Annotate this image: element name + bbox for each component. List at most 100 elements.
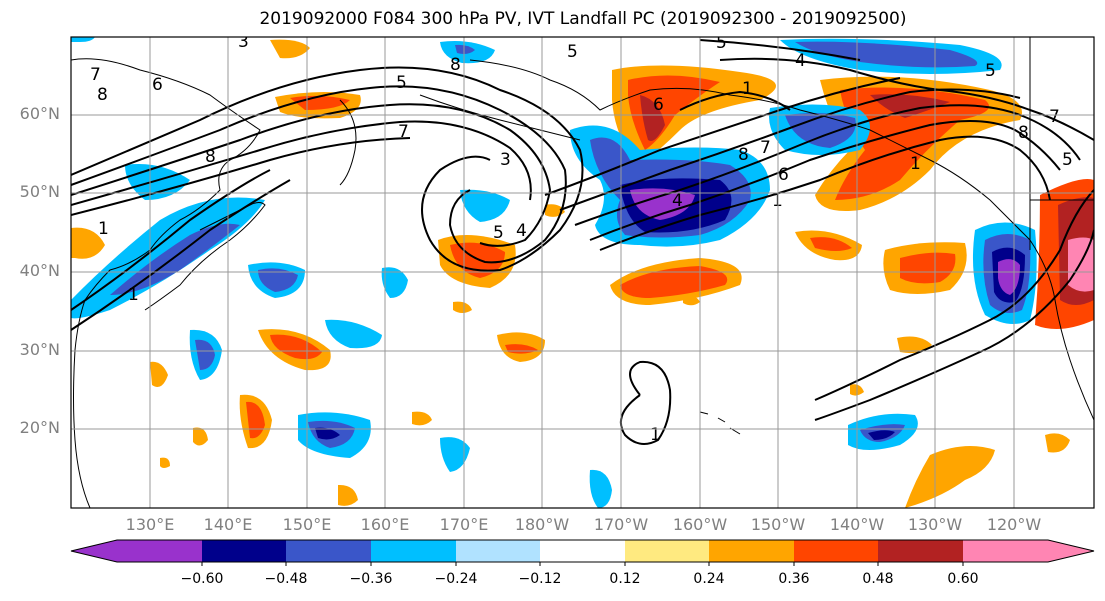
anomaly-blob [785,113,856,148]
contour-label: 5 [396,73,407,93]
contour-label: 8 [1018,123,1029,143]
colorbar-swatch [286,540,371,562]
colorbar-swatch [371,540,456,562]
lon-label: 130°W [907,515,963,534]
lat-label-50n: 50°N [19,182,60,201]
contour-label: 6 [778,165,789,185]
contour-label: 7 [90,65,101,85]
contour-label: 4 [672,191,683,211]
colorbar-swatch [456,540,540,562]
contour-label: 5 [493,223,504,243]
anomaly-blob [71,227,105,259]
contour-label: 8 [738,145,749,165]
anomaly-blob [193,427,208,446]
contour-line [71,120,532,206]
canada-inland-border [1029,37,1094,250]
lat-label-20n: 20°N [19,418,60,437]
anomaly-blob [460,189,510,222]
anomaly-blob [258,268,298,292]
colorbar-swatch [963,540,1048,562]
colorbar-outline [70,539,1095,563]
colorbar-swatch [117,540,202,562]
lon-label: 140°E [203,515,253,534]
graticule [71,37,1094,508]
contour-line [71,137,411,216]
colorbar-tick-label: −0.24 [434,571,478,587]
contour-line [71,169,271,311]
hawaii-islands [699,411,741,435]
anomaly-blob [270,39,310,59]
anomaly-blob [905,446,995,508]
contour-label: 8 [97,85,108,105]
anomaly-blob [640,95,665,141]
alaska-coastline [469,59,1094,421]
contour-label: 8 [205,147,216,167]
contour-label: 4 [516,221,527,241]
contour-label: 6 [152,75,163,95]
anomaly-blob [630,188,695,220]
anomaly-blob [900,252,956,284]
anomaly-blob [110,223,240,295]
lon-label: 140°W [829,515,885,534]
contour-label: 1 [772,191,783,211]
colorbar-tick-label: −0.36 [349,571,393,587]
contour-label: 3 [238,32,249,52]
contour-label: 4 [795,51,806,71]
colorbar-swatch [878,540,963,562]
contour-label: 5 [1062,150,1073,170]
positive-anomaly-regions [71,39,1094,508]
lon-label: 180°W [514,515,570,534]
lat-label-60n: 60°N [19,104,60,123]
negative-anomaly-regions [71,37,1037,508]
contour-line [71,66,584,272]
colorbar-swatch [540,540,625,562]
contour-label: 1 [910,154,921,174]
anomaly-blob [440,437,470,472]
map-title: 2019092000 F084 300 hPa PV, IVT Landfall… [259,9,907,29]
lon-label: 160°E [360,515,410,534]
colorbar-swatch [794,540,878,562]
colorbar [70,539,1095,566]
contour-line [71,179,291,331]
contour-label: 6 [653,95,664,115]
contour-label: 7 [760,138,771,158]
contour-line [589,120,1061,241]
anomaly-blob [683,295,700,306]
anomaly-blob [71,37,95,42]
colorbar-tick-label: 0.36 [778,571,810,587]
colorbar-tick-label: 0.24 [693,571,725,587]
anomaly-blob [810,237,852,251]
contour-label: 5 [985,61,996,81]
colorbar-high-arrow [1048,540,1094,562]
lon-label: 150°E [282,515,332,534]
contour-labels: 3 5 8 4 5 1 7 8 6 5 8 1 7 3 5 4 5 1 6 8 … [90,32,1073,445]
colorbar-swatch [202,540,286,562]
contour-label: 3 [500,150,511,170]
anomaly-blob [455,44,475,54]
anomaly-blob [412,411,432,426]
contour-line [599,135,1051,251]
contour-line [544,77,901,196]
kamchatka-coastline [339,99,357,186]
contour-label: 7 [398,122,409,142]
colorbar-low-arrow [71,540,117,562]
contour-label: 5 [716,33,727,53]
contour-line [814,189,1094,401]
contour-label: 8 [450,55,461,75]
anomaly-blob [325,319,382,349]
contour-label: 1 [742,79,753,99]
anomaly-blob [195,339,215,370]
contour-line [71,103,552,247]
contour-line [699,39,861,61]
lon-label: 120°W [986,515,1042,534]
anomaly-blob [381,267,408,298]
anomaly-blob [160,457,170,468]
anomaly-blob [338,484,358,506]
lat-label-40n: 40°N [19,261,60,280]
aleutian-coastline [419,94,581,141]
anomaly-blob [315,427,340,440]
map-frame [70,36,1095,509]
colorbar-tick-label: −0.48 [264,571,308,587]
anomaly-blob [589,469,612,508]
